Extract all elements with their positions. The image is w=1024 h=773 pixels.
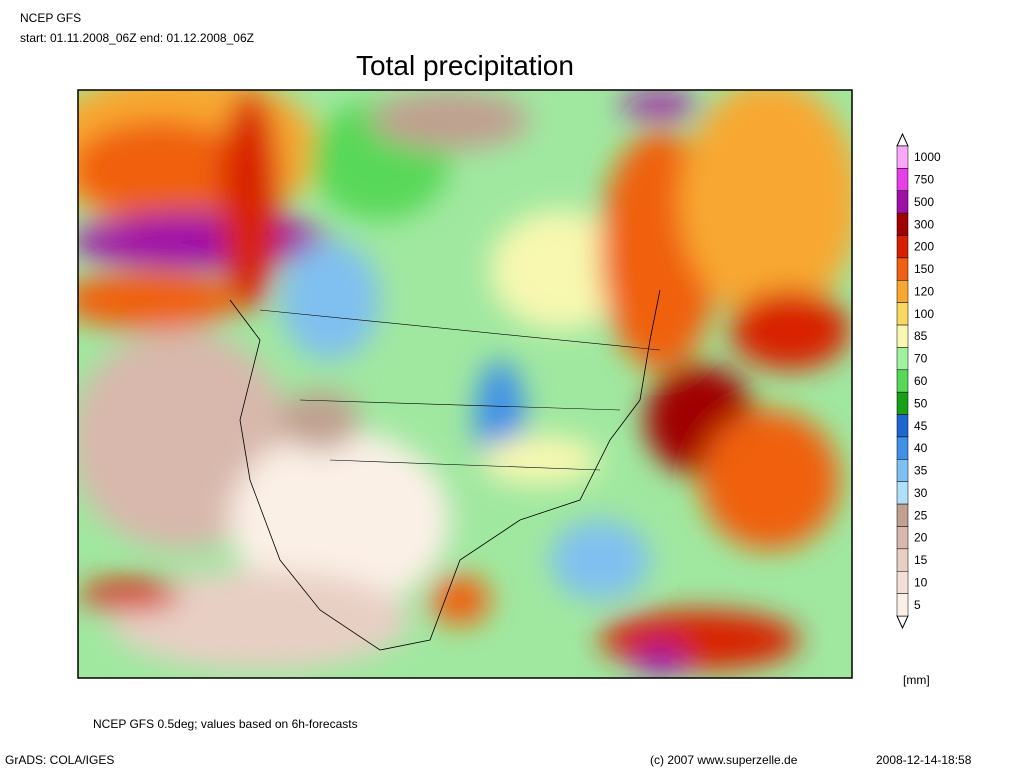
legend-label: 10 [914,575,928,589]
legend-label: 150 [914,262,934,276]
legend-label: 5 [914,598,921,612]
legend-swatch [896,570,909,594]
legend-swatch [896,503,909,527]
legend-label: 120 [914,284,934,298]
legend-swatch [896,324,909,348]
legend-label: 85 [914,329,928,343]
legend-swatch [896,347,909,371]
legend-swatch [896,391,909,415]
legend-swatch [896,369,909,393]
legend-swatch [896,526,909,550]
legend-label: 45 [914,419,928,433]
legend-label: 60 [914,374,928,388]
legend-label: 40 [914,441,928,455]
legend-label: 25 [914,508,928,522]
legend-label: 30 [914,486,928,500]
model: NCEP GFS [20,11,81,25]
legend-label: 100 [914,307,934,321]
legend-label: 70 [914,352,928,366]
legend-swatch [896,414,909,438]
legend-label: 1000 [914,150,941,164]
legend-swatch [896,280,909,303]
copyright: (c) 2007 www.superzelle.de [650,753,798,767]
legend-label: 20 [914,531,928,545]
legend-swatch [896,168,909,192]
precipitation-map [78,90,852,678]
title: Total precipitation [356,50,574,81]
legend-label: 750 [914,173,934,187]
legend-swatch [896,436,909,460]
colorbar-top-arrow [896,132,909,147]
legend-label: 35 [914,464,928,478]
legend-label: 300 [914,217,934,231]
colorbar: 1000 750 500 300 200 150 120 100 85 70 60 50 45 40 35 3… [896,132,941,630]
timestamp: 2008-12-14-18:58 [876,753,972,767]
legend-swatch [896,593,909,617]
legend-swatch [896,481,909,505]
note: NCEP GFS 0.5deg; values based on 6h-fore… [93,717,358,731]
legend-swatch [896,459,909,482]
legend-label: 15 [914,553,928,567]
legend-swatch [896,302,909,326]
legend-label: 200 [914,240,934,254]
legend-swatch [896,257,909,281]
borders [259,309,661,471]
legend-swatch [896,145,909,169]
legend-swatch [896,190,909,214]
legend-label: 50 [914,396,928,410]
software: GrADS: COLA/IGES [5,753,114,767]
legend-swatch [896,548,909,572]
unit: [mm] [903,673,930,687]
legend-swatch [896,235,909,259]
legend-swatch [896,212,909,236]
colorbar-bottom-arrow [896,615,909,630]
period: start: 01.11.2008_06Z end: 01.12.2008_06… [20,31,254,45]
coastline [229,289,661,651]
map-frame [77,89,853,679]
legend-label: 500 [914,195,934,209]
